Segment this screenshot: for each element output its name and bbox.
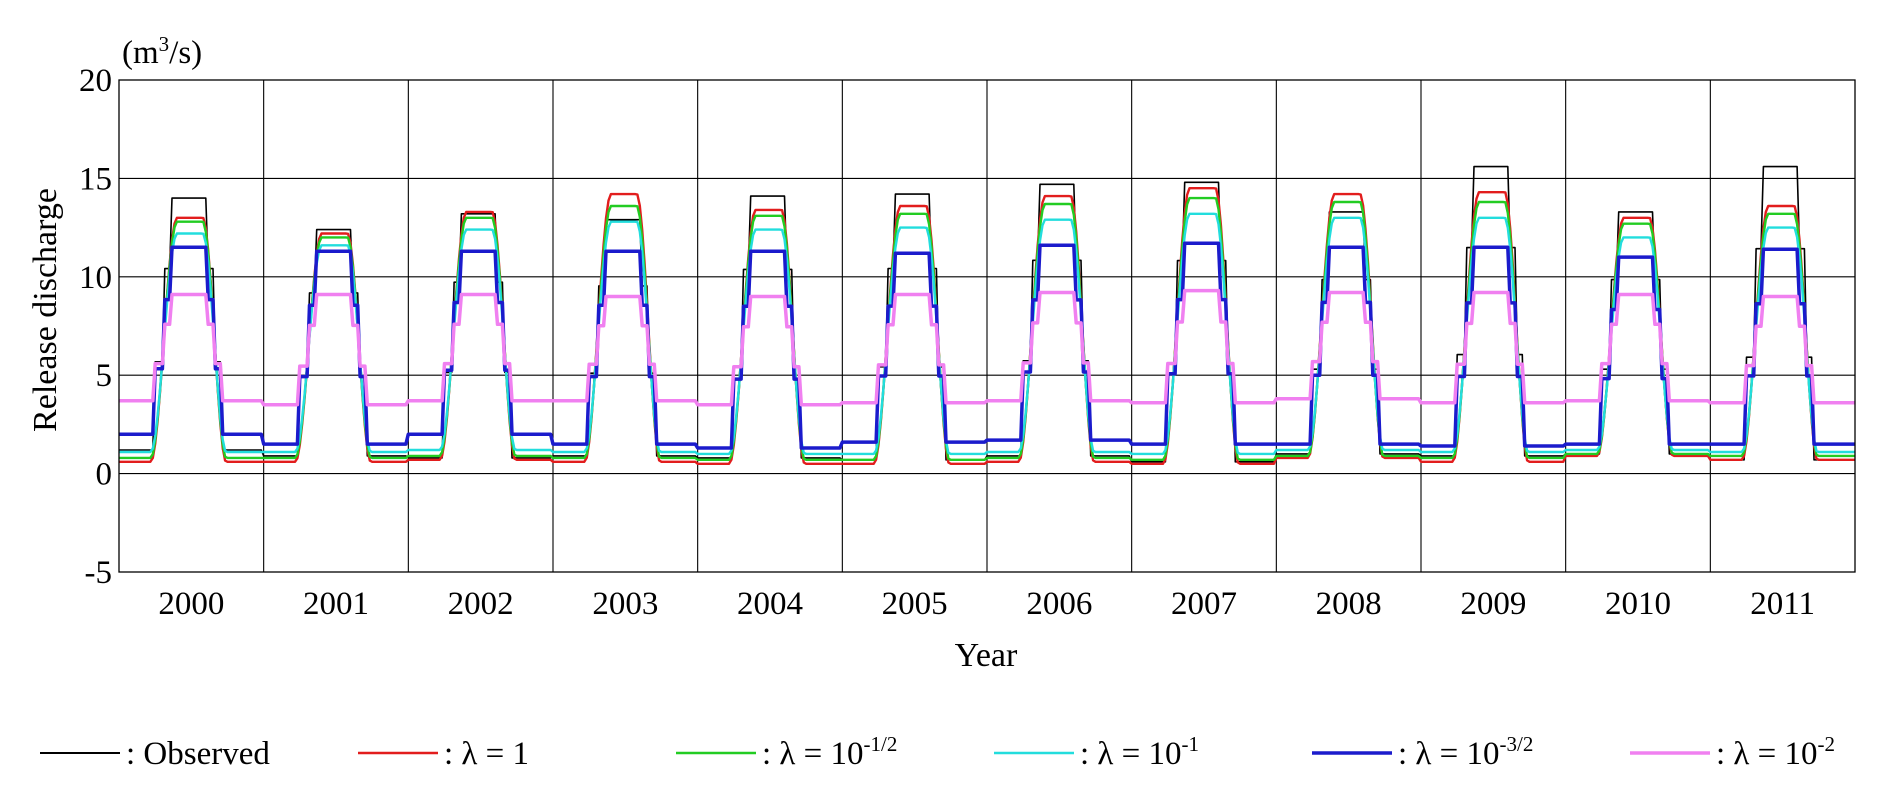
legend-entry: : Observed xyxy=(40,736,270,772)
x-tick-label: 2005 xyxy=(882,586,948,622)
grid-lines xyxy=(119,80,1855,572)
x-tick-label: 2000 xyxy=(158,586,224,622)
x-tick-label: 2010 xyxy=(1605,586,1671,622)
legend-label: : λ = 1 xyxy=(444,736,529,772)
y-axis-label: Release discharge xyxy=(27,188,64,432)
x-tick-label: 2003 xyxy=(592,586,658,622)
y-tick-label: -5 xyxy=(85,555,113,591)
x-tick-labels: 2000 2001 2002 2003 2004 2005 2006 2007 2008 2009… xyxy=(158,586,1815,622)
x-tick-label: 2008 xyxy=(1316,586,1382,622)
legend-entry: : λ = 10-2 xyxy=(1630,732,1835,772)
y-tick-label: 10 xyxy=(79,260,112,296)
y-axis-unit-superscript: 3 xyxy=(159,32,170,56)
y-tick-label: 20 xyxy=(79,63,112,99)
series-line-5 xyxy=(119,241,1855,450)
x-tick-label: 2001 xyxy=(303,586,369,622)
series-line-6 xyxy=(119,288,1855,407)
x-tick-label: 2009 xyxy=(1460,586,1526,622)
legend-label: : λ = 10-2 xyxy=(1716,732,1835,772)
x-tick-label: 2002 xyxy=(448,586,514,622)
legend-label: : Observed xyxy=(126,736,270,772)
legend-entry: : λ = 1 xyxy=(358,736,529,772)
x-tick-label: 2004 xyxy=(737,586,803,622)
series-line-3 xyxy=(119,196,1855,461)
plot-area xyxy=(118,79,1856,573)
legend-label: : λ = 10-3/2 xyxy=(1398,732,1533,772)
x-tick-label: 2006 xyxy=(1026,586,1092,622)
legend-label: : λ = 10-1 xyxy=(1080,732,1199,772)
legend-entry: : λ = 10-3/2 xyxy=(1312,732,1533,772)
y-tick-label: 15 xyxy=(79,161,112,197)
legend-entry: : λ = 10-1/2 xyxy=(676,732,897,772)
legend-entry: : λ = 10-1 xyxy=(994,732,1199,772)
x-tick-label: 2007 xyxy=(1171,586,1237,622)
series-lines xyxy=(119,165,1855,465)
x-axis-label: Year xyxy=(955,637,1018,674)
y-axis-unit: (m3/s) xyxy=(122,32,202,71)
x-tick-label: 2011 xyxy=(1750,586,1815,622)
y-tick-labels: -5 0 5 10 15 20 xyxy=(79,63,112,591)
legend-label: : λ = 10-1/2 xyxy=(762,732,897,772)
series-line-4 xyxy=(119,212,1855,456)
y-tick-label: 0 xyxy=(96,457,113,493)
y-tick-label: 5 xyxy=(96,358,113,394)
legend: : Observed : λ = 1 : λ = 10-1/2 : λ = 10-1:… xyxy=(40,732,1835,772)
